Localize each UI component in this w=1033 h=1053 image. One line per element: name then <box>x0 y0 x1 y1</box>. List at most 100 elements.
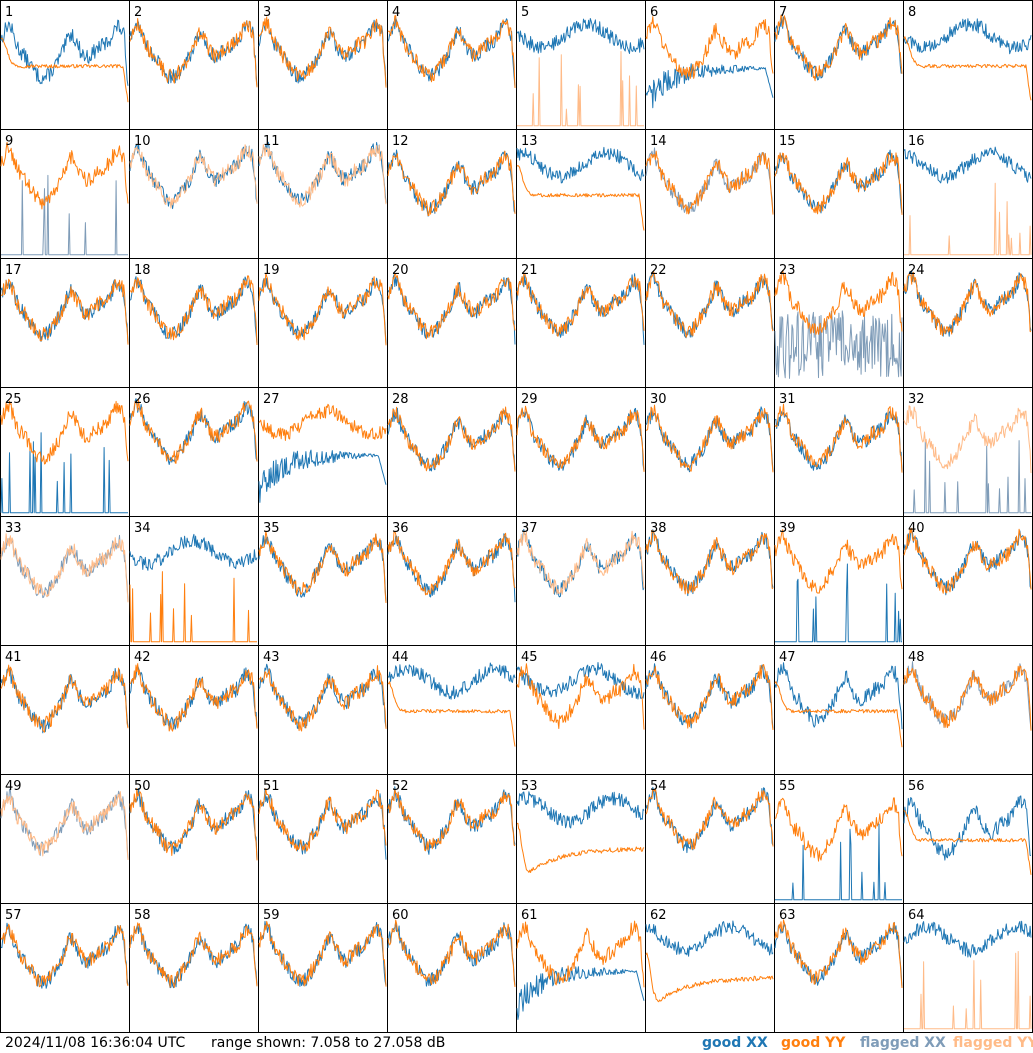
panel-15: 15 <box>774 129 904 259</box>
panel-46: 46 <box>645 645 775 775</box>
panel-label: 24 <box>908 263 925 278</box>
panel-29: 29 <box>516 387 646 517</box>
series-xx-flagged <box>904 440 1031 514</box>
series-xx-good <box>516 662 645 700</box>
series-xx-good <box>129 533 258 571</box>
series-yy-good <box>0 400 129 465</box>
panel-frame <box>645 258 775 388</box>
panel-24: 24 <box>903 258 1033 388</box>
panel-27: 27 <box>258 387 388 517</box>
range-text: range shown: 7.058 to 27.058 dB <box>211 1035 446 1051</box>
series-xx-good <box>516 146 645 184</box>
series-xx-good <box>774 410 903 472</box>
series-yy-good <box>129 787 258 861</box>
panel-label: 13 <box>521 134 538 149</box>
panel-label: 44 <box>392 650 409 665</box>
series-xx-good <box>0 922 129 989</box>
series-yy-good <box>258 403 387 441</box>
series-xx-good <box>645 63 774 109</box>
series-xx-good <box>0 19 129 86</box>
panel-34: 34 <box>129 516 259 646</box>
panel-frame <box>129 129 259 259</box>
series-yy-flagged <box>0 791 129 861</box>
series-yy-good <box>258 920 387 987</box>
series-yy-good <box>516 272 645 337</box>
series-xx-good <box>903 270 1032 337</box>
panel-frame <box>516 774 646 904</box>
panel-label: 58 <box>134 908 151 923</box>
panel-label: 20 <box>392 263 409 278</box>
panel-frame <box>645 387 775 517</box>
panel-28: 28 <box>387 387 517 517</box>
panel-33: 33 <box>0 516 130 646</box>
panel-label: 34 <box>134 521 151 536</box>
series-xx-good <box>903 795 1032 861</box>
panel-5: 5 <box>516 0 646 130</box>
series-yy-good <box>645 271 774 338</box>
panel-label: 39 <box>779 521 796 536</box>
series-xx-good <box>775 563 902 643</box>
panel-label: 30 <box>650 392 667 407</box>
panel-35: 35 <box>258 516 388 646</box>
series-xx-good <box>774 662 903 730</box>
panel-54: 54 <box>645 774 775 904</box>
series-yy-good <box>645 150 774 215</box>
panel-label: 54 <box>650 779 667 794</box>
panel-label: 38 <box>650 521 667 536</box>
panel-label: 48 <box>908 650 925 665</box>
panel-label: 51 <box>263 779 280 794</box>
panel-label: 57 <box>5 908 22 923</box>
panel-frame <box>0 129 130 259</box>
series-yy-good <box>129 18 258 88</box>
panel-frame <box>0 258 130 388</box>
series-xx-flagged <box>774 310 903 379</box>
panel-39: 39 <box>774 516 904 646</box>
series-xx-good <box>903 146 1032 184</box>
series-yy-good <box>129 571 257 643</box>
panel-label: 37 <box>521 521 538 536</box>
panel-frame <box>645 129 775 259</box>
panel-label: 33 <box>5 521 22 536</box>
legend-flagged-xx: flagged XX <box>860 1035 946 1051</box>
series-yy-good <box>387 406 516 472</box>
panel-2: 2 <box>129 0 259 130</box>
series-yy-good <box>774 152 903 215</box>
series-yy-good <box>774 529 903 594</box>
panel-26: 26 <box>129 387 259 517</box>
panel-frame <box>0 774 130 904</box>
panel-frame <box>774 516 904 646</box>
panel-label: 26 <box>134 392 151 407</box>
panel-frame <box>903 645 1033 775</box>
series-yy-good <box>645 16 774 79</box>
panel-frame <box>516 645 646 775</box>
panel-label: 3 <box>263 5 271 20</box>
panel-label: 27 <box>263 392 280 407</box>
panel-43: 43 <box>258 645 388 775</box>
panel-frame <box>645 516 775 646</box>
series-yy-good <box>387 681 516 747</box>
series-yy-good <box>258 788 387 852</box>
panel-frame <box>387 258 517 388</box>
series-xx-good <box>516 528 645 598</box>
panel-label: 2 <box>134 5 142 20</box>
panel-label: 60 <box>392 908 409 923</box>
series-yy-good <box>774 919 903 989</box>
panel-frame <box>258 645 388 775</box>
panel-label: 22 <box>650 263 667 278</box>
panel-16: 16 <box>903 129 1033 259</box>
series-yy-good <box>387 273 516 340</box>
panel-49: 49 <box>0 774 130 904</box>
series-xx-good <box>516 966 645 1020</box>
series-xx-good <box>775 823 902 901</box>
panel-label: 61 <box>521 908 538 923</box>
series-yy-good <box>774 269 903 335</box>
panel-11: 11 <box>258 129 388 259</box>
panel-frame <box>774 903 904 1033</box>
panel-label: 16 <box>908 134 925 149</box>
series-yy-flagged <box>258 144 387 208</box>
panel-17: 17 <box>0 258 130 388</box>
series-yy-good <box>0 664 129 733</box>
panel-36: 36 <box>387 516 517 646</box>
series-yy-good <box>903 810 1032 875</box>
